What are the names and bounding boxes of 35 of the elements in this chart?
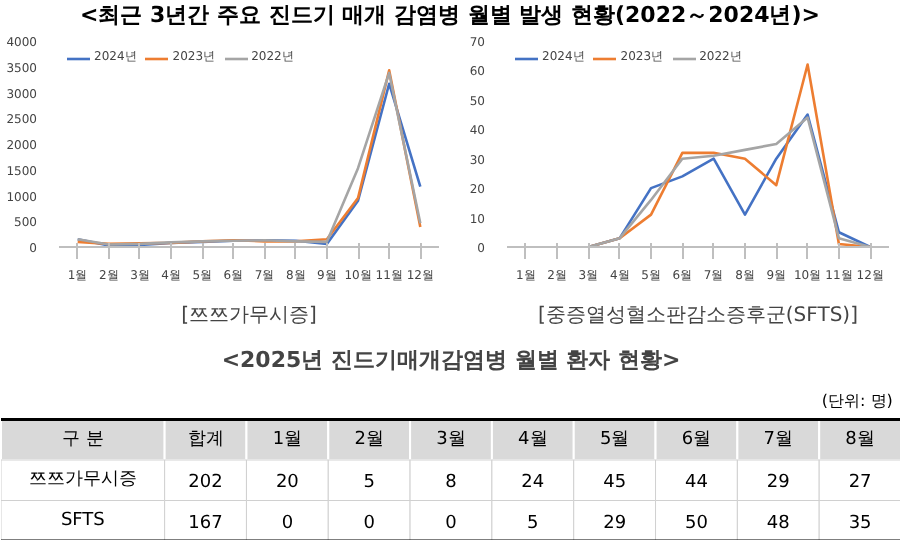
data-label: 44 <box>685 473 709 494</box>
data-label: 5 <box>363 473 375 494</box>
data-label: 29 <box>766 473 791 494</box>
x-tick-label: 1월 <box>272 429 303 450</box>
x-axis-title: [중증열성혈소판감소증후군(SFTS)] <box>538 305 859 327</box>
data-label: 0 <box>281 513 294 534</box>
x-tick-label: 3월 <box>436 429 466 450</box>
x-tick-label: 합계 <box>187 429 224 450</box>
data-label: 24 <box>521 473 545 494</box>
data-label: 27 <box>848 473 872 494</box>
x-tick-label: 8월 <box>845 429 875 450</box>
chart-title: <최근 3년간 주요 진드기 매개 감염병 월별 발생 현황(2022～2024년)> <box>79 0 820 32</box>
data-label: 202 <box>188 473 223 494</box>
data-label: 0 <box>363 513 376 534</box>
x-axis-title: [쯔쯔가무시증] <box>181 305 317 327</box>
x-tick-label: 2월 <box>354 429 384 450</box>
text: (단위: 명) <box>821 392 893 411</box>
chart-title: <2025년 진드기매개감염병 월별 환자 현황> <box>221 347 681 373</box>
data-label: 167 <box>188 513 223 534</box>
data-label: 29 <box>603 513 627 534</box>
y-axis-title: 구 분 <box>61 429 104 450</box>
data-label: 48 <box>766 513 791 534</box>
data-label: 45 <box>603 473 627 494</box>
x-tick-label: 5월 <box>599 429 630 450</box>
x-tick-label: 4월 <box>518 429 548 450</box>
data-label: 35 <box>848 513 872 534</box>
data-label: 5 <box>527 513 539 534</box>
x-tick-label: 6월 <box>681 429 712 450</box>
data-label: 50 <box>685 513 709 534</box>
data-label: 8 <box>445 473 458 494</box>
y-tick-label: 쯔쯔가무시증 <box>28 470 137 491</box>
data-label: 20 <box>275 473 300 494</box>
y-tick-label: SFTS <box>60 510 106 531</box>
data-label: 0 <box>445 513 458 534</box>
x-tick-label: 7월 <box>763 429 794 450</box>
